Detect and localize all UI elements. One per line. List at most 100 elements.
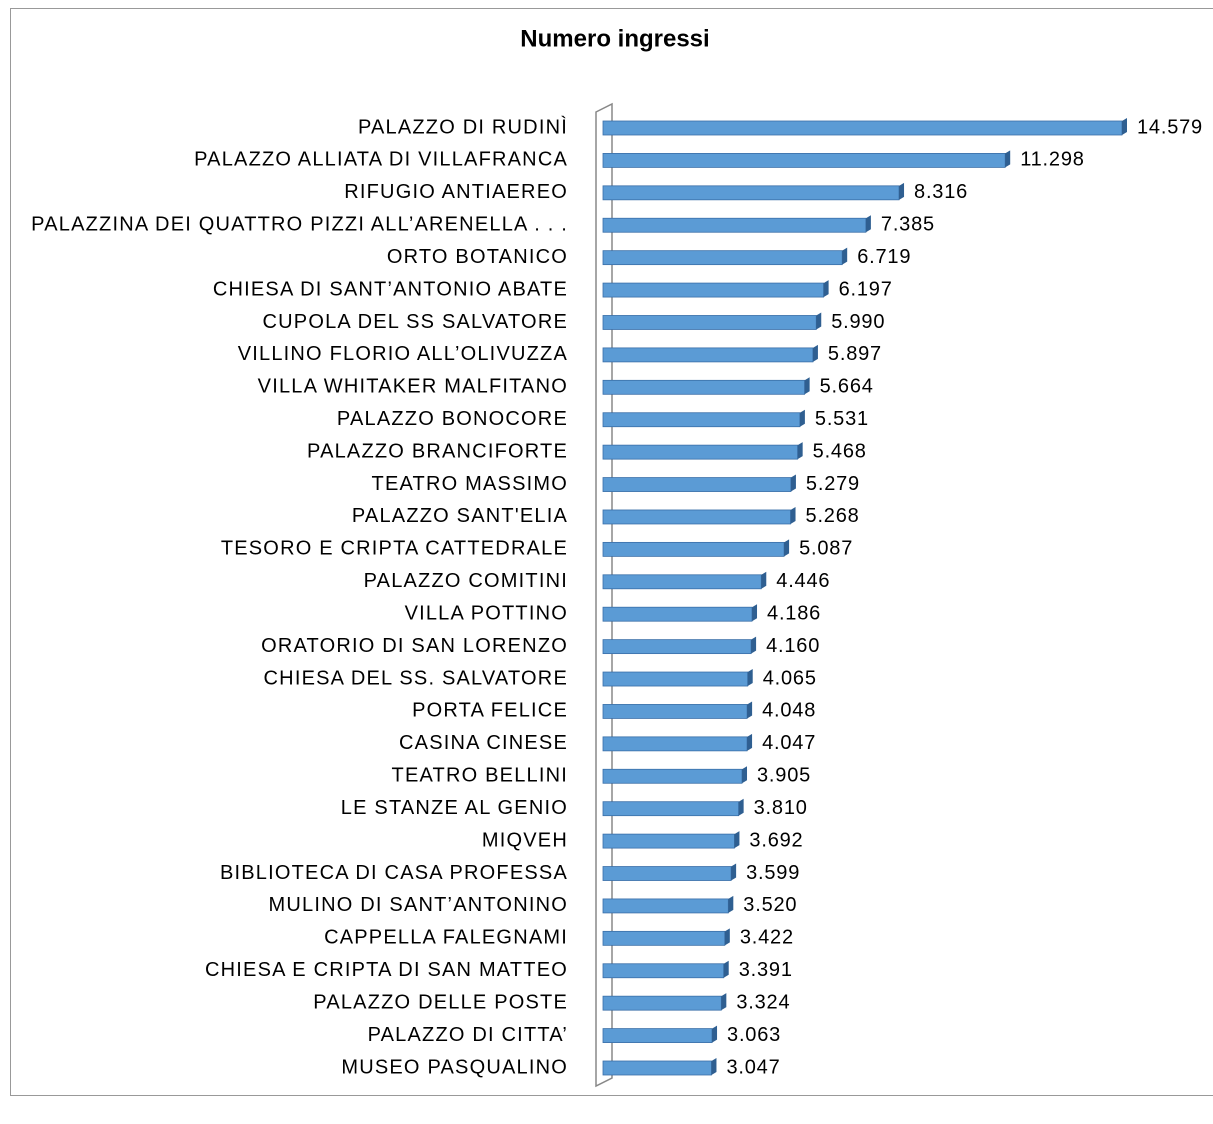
bar — [602, 704, 748, 719]
value-label: 5.990 — [831, 311, 885, 333]
value-label: 3.599 — [746, 862, 800, 884]
value-label: 8.316 — [914, 181, 968, 203]
bar-cap — [816, 312, 822, 330]
category-label: PALAZZINA DEI QUATTRO PIZZI ALL’ARENELLA… — [31, 214, 568, 236]
bar-cap — [1005, 150, 1011, 168]
bar — [602, 153, 1006, 168]
bar-cap — [804, 377, 810, 395]
value-label: 3.063 — [727, 1024, 781, 1046]
bar — [602, 379, 806, 395]
bar — [602, 639, 752, 655]
bar-cap — [812, 344, 818, 362]
bar-cap — [747, 733, 753, 751]
bar — [602, 250, 843, 266]
value-label: 5.897 — [828, 343, 882, 365]
category-label: ORTO BOTANICO — [387, 246, 568, 268]
category-label: TESORO E CRIPTA CATTEDRALE — [221, 538, 568, 560]
category-label: PORTA FELICE — [412, 700, 568, 722]
category-label: TEATRO MASSIMO — [372, 473, 568, 495]
value-label: 3.810 — [754, 797, 808, 819]
bar — [602, 509, 791, 525]
bar — [602, 898, 729, 914]
bar-cap — [712, 1025, 718, 1043]
category-label: PALAZZO ALLIATA DI VILLAFRANCA — [194, 149, 568, 171]
bar-cap — [784, 539, 790, 557]
bar — [602, 120, 1123, 136]
bar — [602, 282, 825, 298]
category-label: MULINO DI SANT’ANTONINO — [269, 894, 568, 916]
bar-cap — [790, 506, 796, 524]
bar-cap — [751, 636, 757, 654]
value-label: 3.520 — [743, 894, 797, 916]
bar — [602, 866, 732, 881]
category-label: CHIESA E CRIPTA DI SAN MATTEO — [205, 959, 568, 981]
bar-cap — [728, 895, 734, 913]
category-label: TEATRO BELLINI — [392, 765, 568, 787]
value-label: 5.531 — [815, 408, 869, 430]
category-label: MUSEO PASQUALINO — [341, 1056, 568, 1078]
category-label: RIFUGIO ANTIAEREO — [344, 181, 568, 203]
bar-cap — [799, 409, 805, 427]
bar — [602, 574, 762, 590]
bar — [602, 995, 722, 1011]
category-label: PALAZZO BONOCORE — [337, 408, 568, 430]
category-label: CAPPELLA FALEGNAMI — [324, 927, 568, 949]
value-label: 5.279 — [806, 473, 860, 495]
value-label: 6.197 — [839, 278, 893, 300]
category-label: CHIESA DEL SS. SALVATORE — [264, 667, 568, 689]
category-label: CUPOLA DEL SS SALVATORE — [263, 311, 568, 333]
value-label: 5.268 — [806, 505, 860, 527]
bar — [602, 347, 814, 363]
value-label: 14.579 — [1137, 116, 1203, 138]
value-label: 11.298 — [1020, 149, 1085, 171]
bar-cap — [761, 571, 767, 589]
value-label: 3.905 — [757, 765, 811, 787]
value-label: 7.385 — [881, 214, 935, 236]
value-label: 3.422 — [740, 927, 794, 949]
bar-cap — [1122, 118, 1127, 135]
category-label: CASINA CINESE — [399, 732, 568, 754]
bar — [602, 1028, 713, 1043]
value-label: 4.047 — [762, 732, 816, 754]
value-label: 4.048 — [762, 700, 816, 722]
bar — [602, 671, 749, 687]
value-label: 4.446 — [776, 570, 830, 592]
bar-cap — [747, 669, 753, 687]
bar-cap — [797, 442, 803, 460]
value-label: 6.719 — [857, 246, 911, 268]
bar-cap — [731, 863, 737, 881]
category-label: PALAZZO DI CITTA’ — [368, 1024, 568, 1046]
value-label: 3.324 — [736, 991, 790, 1013]
bar — [602, 801, 740, 817]
category-label: PALAZZO BRANCIFORTE — [307, 440, 568, 462]
bar — [602, 541, 785, 557]
category-label: VILLA WHITAKER MALFITANO — [258, 376, 568, 398]
bar — [602, 315, 817, 330]
bar — [602, 833, 735, 849]
category-label: PALAZZO DELLE POSTE — [313, 991, 568, 1013]
value-label: 4.186 — [767, 602, 821, 624]
bar-cap — [724, 928, 730, 946]
value-label: 4.065 — [763, 667, 817, 689]
bar-cap — [752, 604, 758, 622]
value-label: 5.468 — [813, 440, 867, 462]
bar — [602, 768, 743, 784]
chart-title: Numero ingressi — [520, 25, 709, 52]
category-label: ORATORIO DI SAN LORENZO — [261, 635, 568, 657]
bar-cap — [721, 993, 727, 1011]
bar-cap — [738, 798, 744, 816]
bar — [602, 736, 748, 752]
bar-cap — [747, 701, 753, 719]
bar-cap — [823, 280, 829, 298]
bar — [602, 185, 900, 201]
bar-cap — [734, 831, 740, 849]
bar-cap — [711, 1058, 717, 1075]
category-label: PALAZZO COMITINI — [364, 570, 568, 592]
category-label: VILLA POTTINO — [405, 602, 568, 624]
value-label: 3.391 — [739, 959, 793, 981]
bar — [602, 606, 753, 622]
category-label: CHIESA DI SANT’ANTONIO ABATE — [213, 278, 568, 300]
bar-cap — [865, 215, 871, 233]
